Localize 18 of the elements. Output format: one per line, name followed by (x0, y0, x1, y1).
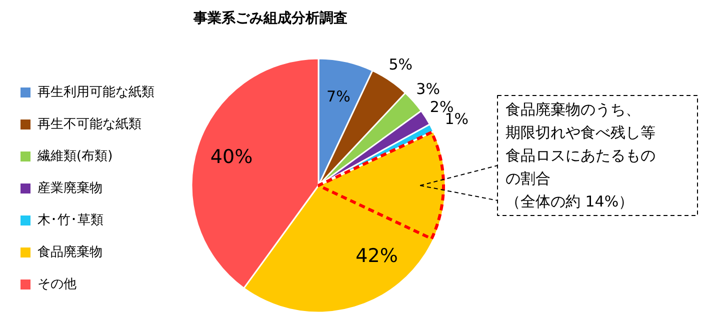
legend-label: 再生利用可能な紙類 (38, 85, 154, 100)
text: 食品廃棄物のうち、 (506, 100, 640, 118)
data-label: 7% (326, 87, 350, 106)
text: 期限切れや食べ残し等 (506, 124, 656, 142)
legend-label: 再生不可能な紙類 (38, 117, 142, 132)
data-label: 5% (388, 56, 412, 74)
data-label: 3% (416, 80, 440, 98)
legend-label: 産業廃棄物 (38, 180, 102, 196)
legend-label: 木･竹･草類 (38, 213, 104, 228)
text: の割合 (506, 170, 550, 188)
chart-title: 事業系ごみ組成分析調査 (192, 10, 348, 26)
legend-label: 食品廃棄物 (38, 244, 102, 260)
data-label: 42% (356, 244, 398, 267)
text: 食品ロスにあたるもの (506, 146, 656, 164)
data-label: 40% (210, 146, 253, 168)
legend-label: その他 (38, 277, 76, 292)
legend-label: 繊維類(布類) (36, 149, 113, 164)
text: （全体の約 14%） (506, 192, 634, 210)
